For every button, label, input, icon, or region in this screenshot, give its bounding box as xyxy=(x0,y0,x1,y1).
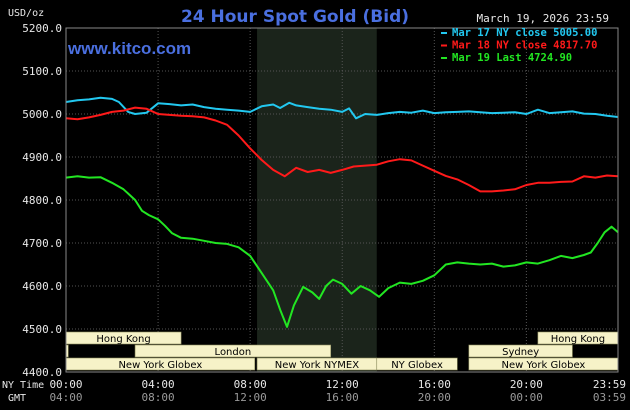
session-label: London xyxy=(215,347,252,358)
session-label: Hong Kong xyxy=(551,334,605,345)
y-tick-label: 4800.0 xyxy=(22,194,62,207)
x-tick-ny: 20:00 xyxy=(510,378,543,391)
x-tick-ny: 00:00 xyxy=(49,378,82,391)
session-label: New York NYMEX xyxy=(275,360,360,371)
session-label: Hong Kong xyxy=(96,334,150,345)
session-box xyxy=(134,344,332,358)
legend-entry: Mar 18 NY close 4817.70 xyxy=(452,40,597,52)
session-box xyxy=(376,357,458,371)
x-tick-gmt: 12:00 xyxy=(234,391,267,404)
y-tick-label: 5100.0 xyxy=(22,65,62,78)
y-tick-label: 4600.0 xyxy=(22,280,62,293)
y-tick-label: 4500.0 xyxy=(22,323,62,336)
x-tick-ny: 23:59 xyxy=(593,378,626,391)
y-axis-label: USD/oz xyxy=(8,8,44,19)
x-tick-gmt: 08:00 xyxy=(142,391,175,404)
y-tick-label: 4400.0 xyxy=(22,366,62,379)
x-row2-label: GMT xyxy=(8,393,26,404)
x-tick-gmt: 03:59 xyxy=(593,391,626,404)
y-tick-label: 5000.0 xyxy=(22,108,62,121)
nymex-highlight-band xyxy=(257,28,377,372)
trading-sessions: Hong Kong Hong Kong London Sydney New York G… xyxy=(65,331,619,371)
y-tick-label: 5200.0 xyxy=(22,22,62,35)
session-label: NY Globex xyxy=(391,360,443,371)
x-tick-gmt: 04:00 xyxy=(49,391,82,404)
x-tick-ny: 08:00 xyxy=(234,378,267,391)
x-tick-gmt: 20:00 xyxy=(418,391,451,404)
legend-entry: Mar 19 Last 4724.90 xyxy=(452,52,572,64)
x-tick-gmt: 16:00 xyxy=(326,391,359,404)
plot-frame xyxy=(65,27,619,373)
y-tick-label: 4900.0 xyxy=(22,151,62,164)
x-tick-ny: 16:00 xyxy=(418,378,451,391)
series-line-3 xyxy=(65,175,619,328)
y-tick-labels: 5200.0 5100.0 5000.0 4900.0 4800.0 4700.0 4600… xyxy=(22,22,62,379)
x-tick-ny: 04:00 xyxy=(142,378,175,391)
session-label: New York Globex xyxy=(118,360,202,371)
chart-date: March 19, 2026 23:59 xyxy=(477,12,609,25)
x-tick-labels: 00:0004:0004:0008:0008:0012:0012:0016:00… xyxy=(49,378,626,404)
series-line-2 xyxy=(65,106,619,193)
session-box xyxy=(468,344,573,358)
source-url: www.kitco.com xyxy=(67,39,191,58)
y-tick-label: 4700.0 xyxy=(22,237,62,250)
x-tick-ny: 12:00 xyxy=(326,378,359,391)
series-lines xyxy=(65,96,619,328)
series-line-1 xyxy=(65,96,619,120)
session-label: New York Globex xyxy=(501,360,585,371)
x-row1-label: NY Time xyxy=(2,380,44,391)
legend-entry: Mar 17 NY close 5005.00 xyxy=(452,27,597,39)
chart-title: 24 Hour Spot Gold (Bid) xyxy=(181,7,409,27)
x-tick-gmt: 00:00 xyxy=(510,391,543,404)
session-label: Sydney xyxy=(502,347,539,358)
